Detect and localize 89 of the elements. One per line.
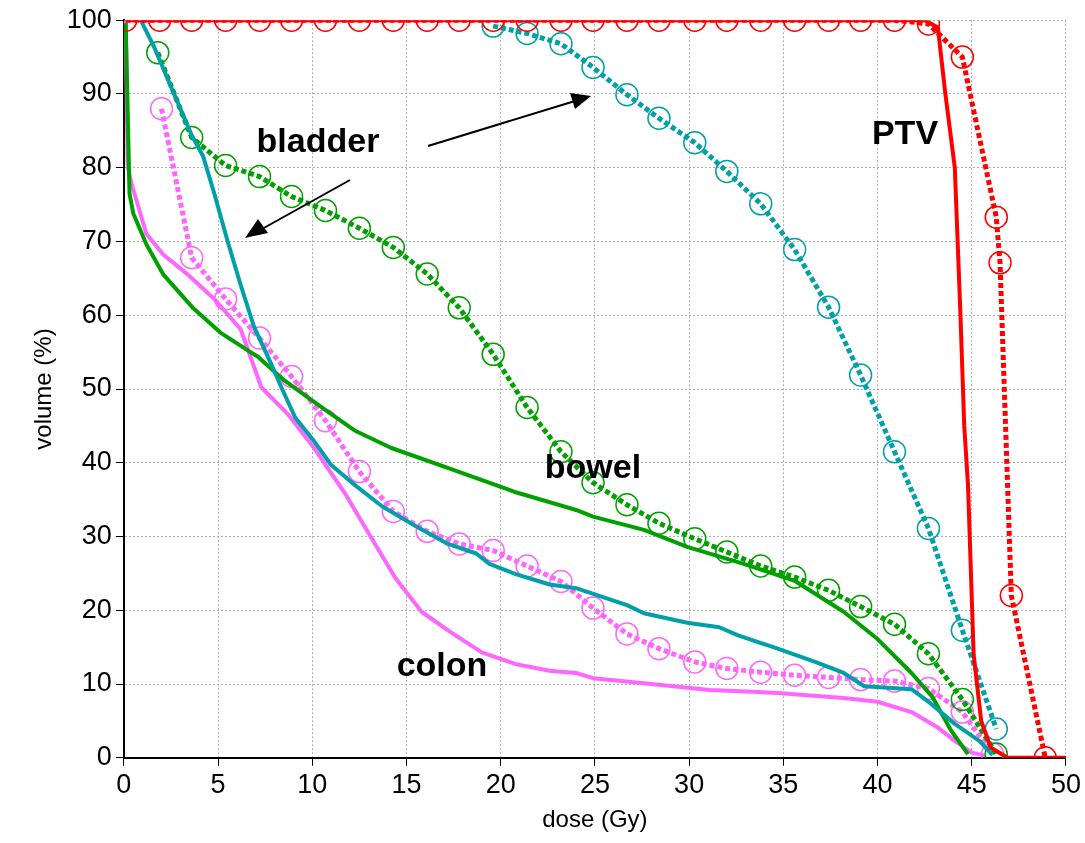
point	[447, 296, 471, 320]
point	[149, 96, 174, 121]
point	[581, 55, 605, 80]
point	[247, 326, 272, 350]
y-tick-label: 60	[81, 298, 112, 329]
x-tick-label: 15	[391, 769, 422, 800]
point	[415, 519, 439, 544]
point	[515, 395, 539, 420]
point	[179, 125, 204, 150]
x-tick-label: 50	[1050, 769, 1082, 800]
point	[481, 538, 505, 563]
point	[715, 540, 739, 564]
point	[247, 164, 272, 189]
point	[984, 205, 1009, 229]
point	[715, 159, 739, 184]
point	[950, 700, 975, 724]
y-tick-label: 70	[81, 224, 112, 255]
annotation: bladder	[256, 121, 380, 160]
point	[848, 363, 873, 387]
y-tick-label: 80	[81, 151, 112, 182]
y-tick-label: 90	[81, 77, 112, 108]
point	[279, 364, 304, 389]
point	[683, 526, 707, 551]
y-tick-label: 40	[81, 446, 112, 477]
point	[347, 216, 372, 240]
point	[916, 642, 941, 666]
point	[647, 511, 671, 535]
point	[816, 578, 841, 603]
point	[916, 516, 941, 541]
point	[313, 408, 338, 433]
point	[848, 667, 873, 692]
x-tick-label: 5	[210, 769, 226, 800]
point	[715, 656, 739, 681]
point	[988, 251, 1012, 275]
point	[882, 669, 907, 693]
y-tick-label: 30	[81, 519, 112, 550]
x-tick-label: 25	[579, 769, 610, 800]
point	[816, 295, 841, 319]
point	[313, 198, 338, 223]
x-tick-label: 35	[768, 769, 799, 800]
point	[615, 82, 639, 107]
point	[549, 32, 573, 56]
point	[415, 262, 439, 286]
x-tick-label: 10	[297, 769, 328, 800]
point	[748, 660, 773, 684]
point	[882, 612, 907, 637]
point	[515, 21, 539, 46]
point	[882, 439, 907, 464]
point	[782, 565, 807, 589]
point	[146, 40, 170, 65]
point	[347, 459, 372, 484]
point	[615, 493, 639, 517]
point	[213, 287, 238, 311]
point	[481, 342, 505, 367]
x-tick-label: 30	[674, 769, 705, 800]
point	[279, 184, 304, 209]
point	[549, 569, 573, 594]
point	[950, 45, 975, 69]
point	[647, 636, 671, 661]
point	[748, 192, 773, 216]
point	[683, 650, 707, 674]
point	[615, 622, 639, 646]
x-axis-title: dose (Gy)	[542, 805, 648, 833]
x-tick-label: 0	[116, 769, 132, 800]
point	[179, 245, 204, 270]
point	[447, 532, 471, 556]
point	[782, 663, 807, 687]
point	[950, 687, 975, 712]
y-tick-label: 20	[81, 593, 112, 624]
x-tick-label: 40	[862, 769, 893, 800]
point	[213, 153, 238, 178]
point	[999, 583, 1024, 608]
point	[381, 499, 406, 524]
x-tick-label: 45	[956, 769, 987, 800]
x-tick-label: 20	[485, 769, 516, 800]
y-tick-label: 100	[66, 3, 112, 34]
point	[748, 554, 773, 578]
annotation: colon	[396, 645, 488, 684]
annotation: PTV	[871, 113, 939, 152]
point	[782, 237, 807, 262]
point	[848, 594, 873, 619]
point	[647, 106, 671, 131]
point	[381, 235, 406, 260]
point	[683, 130, 707, 155]
point	[581, 596, 605, 620]
y-tick-label: 0	[96, 741, 112, 772]
y-tick-label: 50	[81, 372, 112, 403]
y-tick-label: 10	[81, 667, 112, 698]
y-axis-title: volume (%)	[29, 328, 57, 450]
